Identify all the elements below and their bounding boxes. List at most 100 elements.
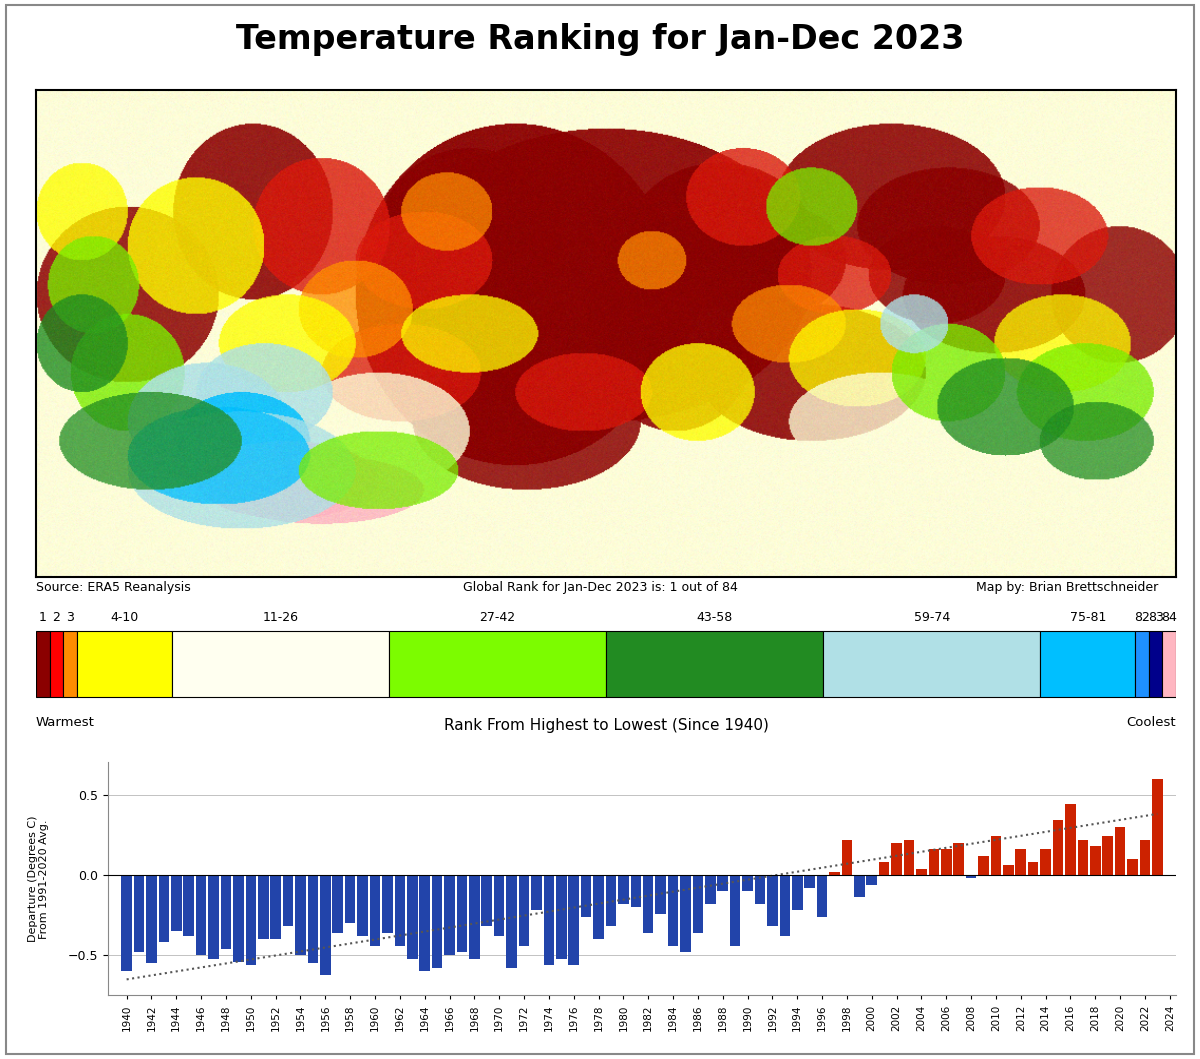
Text: 27-42: 27-42 [479, 611, 516, 625]
Bar [532, 875, 541, 911]
Text: Global Rank for Jan-Dec 2023 is: 1 out of 84: Global Rank for Jan-Dec 2023 is: 1 out o… [462, 581, 738, 594]
Bar [481, 875, 492, 927]
Bar [630, 875, 641, 908]
Bar [258, 875, 269, 939]
Bar [755, 875, 766, 904]
Bar [1103, 837, 1112, 875]
Bar [209, 875, 218, 958]
Bar [1090, 846, 1100, 875]
Bar [121, 875, 132, 971]
Bar [233, 875, 244, 962]
Bar [1028, 862, 1038, 875]
Bar [841, 840, 852, 875]
Bar [667, 875, 678, 946]
Bar [432, 875, 443, 968]
Bar [1135, 631, 1148, 698]
Bar [1052, 821, 1063, 875]
Bar [1163, 631, 1176, 698]
Bar [892, 843, 902, 875]
Bar [544, 875, 554, 965]
Bar [1115, 827, 1126, 875]
Bar [556, 875, 566, 958]
Bar [692, 875, 703, 933]
Text: 82: 82 [1134, 611, 1150, 625]
Bar [1078, 840, 1088, 875]
Bar [730, 875, 740, 946]
Text: Warmest: Warmest [36, 716, 95, 729]
Bar [370, 875, 380, 946]
Bar [792, 875, 803, 911]
Bar [146, 875, 157, 964]
Bar [344, 875, 355, 923]
Bar [1066, 804, 1075, 875]
Bar [829, 872, 840, 875]
Bar [49, 631, 64, 698]
Bar [158, 875, 169, 943]
Bar [444, 875, 455, 955]
Bar [457, 875, 467, 952]
Bar [172, 631, 389, 698]
Bar [1127, 859, 1138, 875]
Bar [655, 875, 666, 914]
Bar [878, 862, 889, 875]
Bar [743, 875, 752, 891]
Text: 59-74: 59-74 [913, 611, 950, 625]
Bar [823, 631, 1040, 698]
Bar [804, 875, 815, 887]
Bar [817, 875, 827, 917]
Bar [767, 875, 778, 927]
Bar [1015, 849, 1026, 875]
Bar [270, 875, 281, 939]
Bar [643, 875, 654, 933]
Bar [332, 875, 343, 933]
Bar [593, 875, 604, 939]
Bar [469, 875, 480, 958]
Bar [953, 843, 964, 875]
Bar [618, 875, 629, 904]
Bar [77, 631, 172, 698]
Bar [606, 631, 823, 698]
Text: 75-81: 75-81 [1069, 611, 1106, 625]
Bar [978, 856, 989, 875]
Bar [518, 875, 529, 946]
Text: 11-26: 11-26 [263, 611, 299, 625]
Text: Map by: Brian Brettschneider: Map by: Brian Brettschneider [976, 581, 1158, 594]
Bar [1003, 865, 1014, 875]
Bar [283, 875, 293, 927]
Bar [184, 875, 194, 936]
Bar [196, 875, 206, 955]
Bar [1152, 778, 1163, 875]
Text: 3: 3 [66, 611, 74, 625]
Bar [307, 875, 318, 964]
Y-axis label: Departure (Degrees C)
From 1991-2020 Avg.: Departure (Degrees C) From 1991-2020 Avg… [28, 815, 49, 943]
Bar [395, 875, 406, 946]
Bar [246, 875, 256, 965]
Bar [419, 875, 430, 971]
Bar [929, 849, 940, 875]
Text: Rank From Highest to Lowest (Since 1940): Rank From Highest to Lowest (Since 1940) [444, 718, 768, 733]
Bar [494, 875, 504, 936]
Bar [941, 849, 952, 875]
Bar [506, 875, 517, 968]
Bar [133, 875, 144, 952]
Bar [606, 875, 617, 927]
Bar [36, 631, 49, 698]
Text: Source: ERA5 Reanalysis: Source: ERA5 Reanalysis [36, 581, 191, 594]
Text: 2: 2 [53, 611, 60, 625]
Bar [718, 875, 728, 891]
Bar [916, 868, 926, 875]
Bar [1040, 631, 1135, 698]
Bar [904, 840, 914, 875]
Text: 83: 83 [1147, 611, 1164, 625]
Bar [64, 631, 77, 698]
Bar [581, 875, 592, 917]
Bar [295, 875, 306, 955]
Bar [320, 875, 331, 974]
Bar [1140, 840, 1151, 875]
Text: 1: 1 [38, 611, 47, 625]
Bar [382, 875, 392, 933]
Text: Temperature Ranking for Jan-Dec 2023: Temperature Ranking for Jan-Dec 2023 [235, 23, 965, 56]
Text: 84: 84 [1162, 611, 1177, 625]
Bar [389, 631, 606, 698]
Bar [966, 875, 977, 878]
